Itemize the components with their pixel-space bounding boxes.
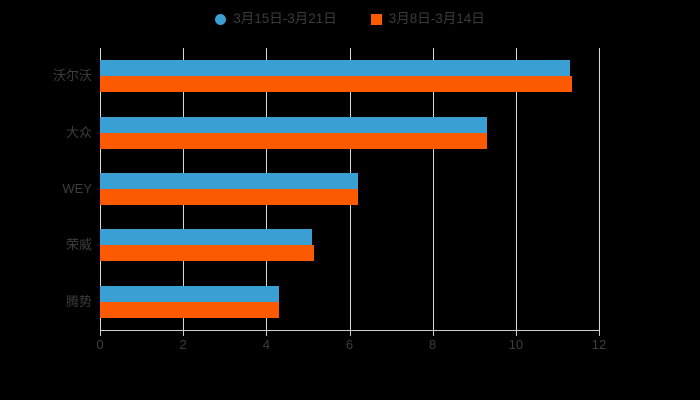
x-tick-mark xyxy=(349,331,351,336)
legend-square-icon xyxy=(370,13,382,25)
x-axis-tick-label: 12 xyxy=(591,337,607,352)
x-tick-mark xyxy=(100,331,101,336)
x-axis-tick-label: 2 xyxy=(179,337,187,352)
x-axis-tick-label: 8 xyxy=(429,337,437,352)
bar[interactable] xyxy=(100,245,315,262)
legend-item-series-2[interactable]: 3月8日-3月14日 xyxy=(370,11,485,27)
plot-area xyxy=(100,48,600,330)
gridline xyxy=(432,48,434,330)
legend-item-series-1[interactable]: 3月15日-3月21日 xyxy=(215,12,337,26)
x-tick-mark xyxy=(515,331,517,336)
y-axis-tick-label: 大众 xyxy=(0,126,92,140)
bar[interactable] xyxy=(100,301,279,318)
x-axis-tick-label: 10 xyxy=(508,337,524,352)
bar-group xyxy=(100,60,599,93)
x-axis-tick-label: 6 xyxy=(345,337,354,352)
bar-group xyxy=(100,229,599,262)
x-axis-tick-label: 0 xyxy=(96,337,104,352)
bar[interactable] xyxy=(100,60,570,77)
x-tick-mark xyxy=(183,331,185,336)
bar[interactable] xyxy=(100,132,487,149)
x-tick-mark xyxy=(266,331,268,336)
x-tick-mark xyxy=(599,331,600,336)
x-axis-tick-label: 4 xyxy=(262,337,270,352)
bar[interactable] xyxy=(100,173,358,189)
y-axis-tick-label: 腾势 xyxy=(0,295,92,309)
gridline xyxy=(599,48,600,330)
bar[interactable] xyxy=(100,76,572,93)
bar[interactable] xyxy=(100,285,279,302)
y-axis-tick-label-text: 腾势 xyxy=(65,293,92,309)
bar[interactable] xyxy=(100,189,358,205)
legend-label-series-2: 3月8日-3月14日 xyxy=(388,11,485,27)
y-axis-tick-label: 荣威 xyxy=(0,238,92,252)
bar-group xyxy=(100,285,599,318)
gridline xyxy=(515,48,517,330)
x-axis-line xyxy=(100,330,600,331)
y-axis-tick-label-text: 沃尔沃 xyxy=(52,68,92,84)
y-axis-tick-label: 沃尔沃 xyxy=(0,69,92,83)
y-axis-tick-label-text: WEY xyxy=(62,181,92,196)
y-axis-tick-label: WEY xyxy=(0,182,92,196)
legend-circle-icon xyxy=(215,13,227,25)
bar[interactable] xyxy=(100,116,487,133)
x-tick-mark xyxy=(432,331,434,336)
y-axis-tick-label-text: 荣威 xyxy=(65,237,92,253)
bar[interactable] xyxy=(100,229,313,246)
bar-group xyxy=(100,116,599,149)
chart-legend: 3月15日-3月21日 3月8日-3月14日 xyxy=(0,8,700,30)
legend-label-series-1: 3月15日-3月21日 xyxy=(233,11,337,27)
y-axis-tick-label-text: 大众 xyxy=(65,124,92,140)
bar-group xyxy=(100,173,599,205)
